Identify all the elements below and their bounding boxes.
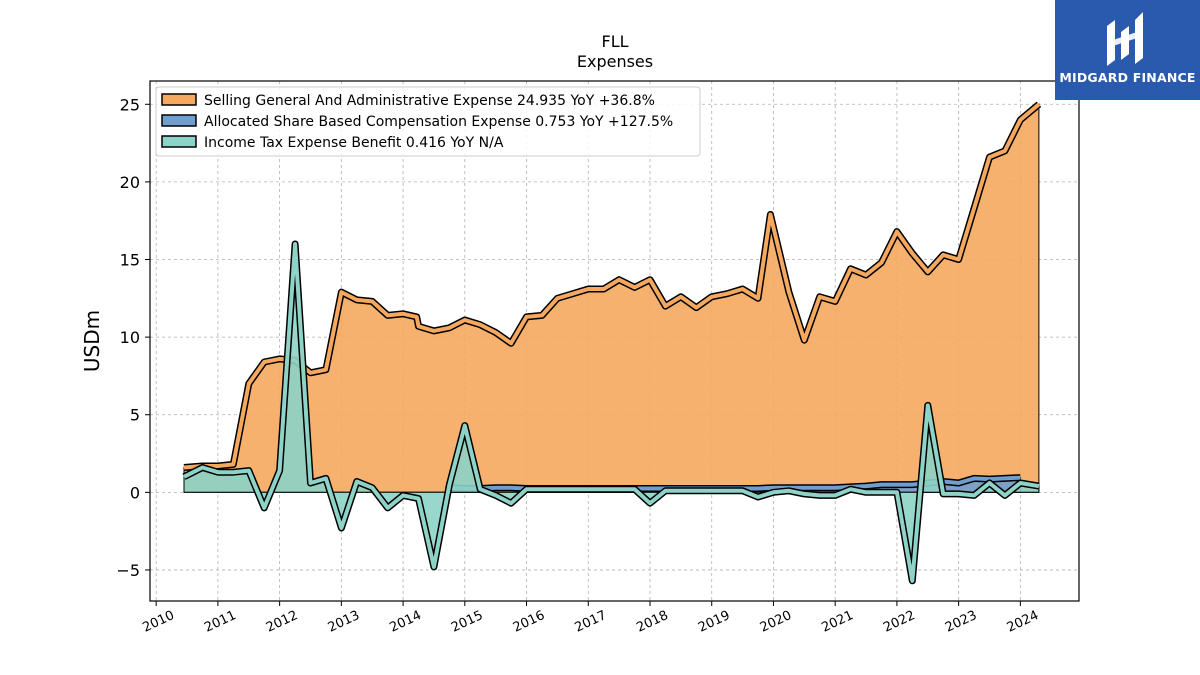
x-tick-label: 2022	[881, 608, 917, 636]
legend-label-sga: Selling General And Administrative Expen…	[204, 93, 655, 109]
x-tick-label: 2010	[141, 608, 177, 636]
legend-swatch-sbc	[161, 114, 197, 127]
x-tick-label: 2020	[758, 608, 794, 636]
series-areas	[182, 101, 1042, 585]
series-area-sga	[183, 103, 1040, 493]
midgard-logo-icon	[1107, 12, 1143, 66]
chart-subtitle: Expenses	[577, 52, 653, 71]
series-line-tax	[183, 242, 1040, 583]
y-tick-label: 15	[120, 251, 140, 270]
plot-frame	[149, 80, 1080, 602]
x-tick-label: 2023	[943, 608, 979, 636]
brand-logo: MIDGARD FINANCE	[1055, 0, 1200, 100]
legend-swatch-sga	[161, 93, 197, 106]
y-tick-label: 20	[120, 173, 140, 192]
x-axis: 2010 2011 2012 2013 2014 2015 2016 2017 2018 2019…	[141, 601, 1041, 636]
x-tick-label: 2019	[696, 608, 732, 636]
x-tick-label: 2016	[511, 608, 547, 636]
x-tick-label: 2012	[264, 608, 300, 636]
x-tick-label: 2011	[202, 608, 238, 636]
x-tick-label: 2014	[387, 608, 423, 636]
y-tick-label: −5	[116, 561, 140, 580]
series-tax	[182, 240, 1040, 585]
y-tick-label: 10	[120, 328, 140, 347]
x-tick-label: 2015	[449, 608, 485, 636]
series-sga	[183, 101, 1042, 493]
y-tick-label: 5	[130, 406, 140, 425]
series-line-sga	[183, 102, 1041, 470]
x-tick-label: 2018	[634, 608, 670, 636]
legend-label-tax: Income Tax Expense Benefit 0.416 YoY N/A	[204, 135, 504, 151]
x-tick-label: 2024	[1005, 608, 1041, 636]
x-tick-label: 2017	[573, 608, 609, 636]
y-tick-label: 25	[120, 95, 140, 114]
brand-name: MIDGARD FINANCE	[1059, 70, 1196, 85]
chart-title: FLL	[601, 32, 628, 51]
x-tick-label: 2013	[326, 608, 362, 636]
legend: Selling General And Administrative Expen…	[155, 86, 701, 157]
legend-label-sbc: Allocated Share Based Compensation Expen…	[204, 114, 673, 130]
legend-box	[155, 86, 701, 157]
x-tick-label: 2021	[820, 608, 856, 636]
y-axis: −5 0 5 10 15 20 25	[116, 95, 150, 580]
y-axis-label: USDm	[80, 310, 104, 372]
y-tick-label: 0	[130, 483, 140, 502]
legend-swatch-tax	[161, 135, 197, 148]
